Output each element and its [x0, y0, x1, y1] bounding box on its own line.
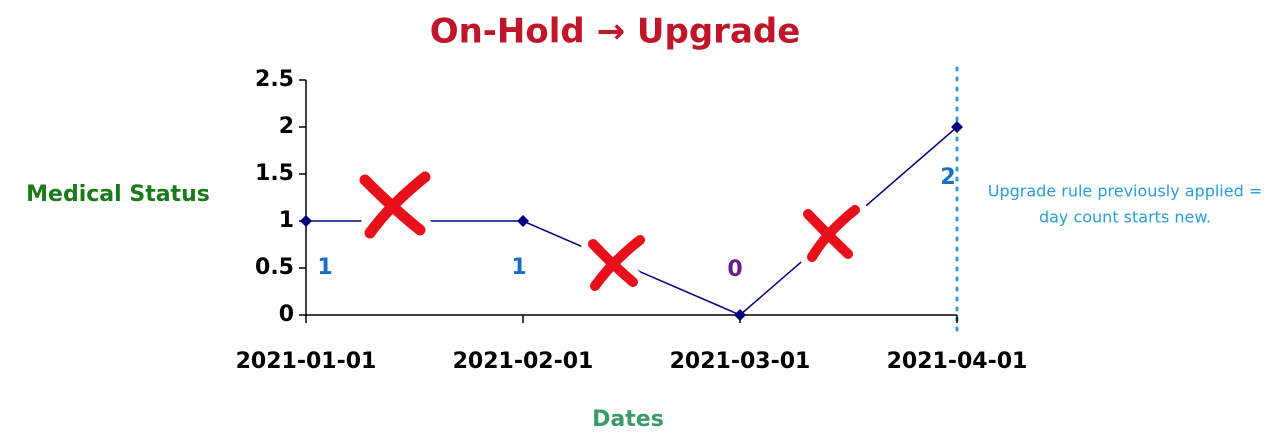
point [517, 215, 529, 227]
x-tick-label: 2021-03-01 [670, 349, 811, 374]
y-tick-label: 1.5 [255, 161, 294, 186]
y-tick-label: 0.5 [255, 255, 294, 280]
data-label: 1 [511, 255, 526, 280]
point [734, 309, 746, 321]
point [300, 215, 312, 227]
data-label: 0 [727, 257, 742, 282]
x-axis-label: Dates [592, 407, 664, 432]
data-label: 2 [940, 165, 955, 190]
cross-marks [351, 163, 867, 298]
chart-title: On-Hold → Upgrade [430, 12, 801, 52]
y-tick-label: 2 [279, 114, 294, 139]
y-tick-label: 2.5 [255, 67, 294, 92]
point [951, 121, 963, 133]
x-tick-label: 2021-04-01 [887, 349, 1028, 374]
annotation: day count starts new. [1039, 208, 1211, 227]
y-tick-label: 1 [279, 208, 294, 233]
annotation: Upgrade rule previously applied = [988, 182, 1263, 201]
x-tick-label: 2021-02-01 [453, 349, 594, 374]
y-axis-label: Medical Status [26, 182, 210, 207]
y-tick-label: 0 [279, 302, 294, 327]
x-tick-label: 2021-01-01 [236, 349, 377, 374]
data-label: 1 [317, 255, 332, 280]
